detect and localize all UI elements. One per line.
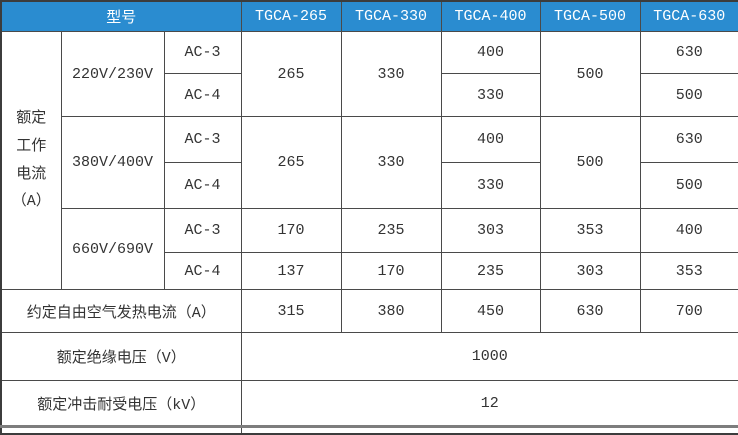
header-row: 型号 TGCA-265 TGCA-330 TGCA-400 TGCA-500 T…: [0, 0, 738, 32]
rated-current-label-cell: 额定 工作 电流 （A）: [0, 31, 62, 290]
current-class-cell: AC-4: [163, 162, 242, 209]
table-row: 660V/690V AC-3 170 235 303 353 400: [1, 208, 738, 290]
cutoff-cell: [0, 425, 242, 434]
current-value-cell: 630: [639, 31, 738, 74]
model-header-cell: 型号: [0, 0, 242, 32]
current-value-cell: 400: [639, 208, 738, 253]
table-row: 约定自由空气发热电流（A） 315 380 450 630 700: [0, 289, 738, 333]
model-column-header: TGCA-330: [340, 0, 442, 32]
current-value-cell: 500: [639, 162, 738, 209]
current-class-cell: AC-4: [163, 73, 242, 117]
current-value-cell: 330: [440, 162, 541, 209]
current-value-cell: 500: [539, 116, 641, 209]
current-value-cell: 170: [340, 252, 442, 290]
thermal-current-value-cell: 700: [639, 289, 738, 333]
insulation-voltage-label-cell: 额定绝缘电压（V）: [0, 332, 242, 381]
voltage-cell: 380V/400V: [60, 116, 165, 209]
current-value-cell: 303: [440, 208, 541, 253]
current-value-cell: 235: [340, 208, 442, 253]
current-class-cell: AC-3: [163, 208, 242, 253]
current-value-cell: 303: [539, 252, 641, 290]
model-column-header: TGCA-500: [539, 0, 641, 32]
table-row: 额定 工作 电流 （A） 220V/230V AC-3 265 330 400 …: [0, 31, 738, 290]
impulse-voltage-label-cell: 额定冲击耐受电压（kV）: [0, 380, 242, 427]
current-value-cell: 353: [639, 252, 738, 290]
table-row: 额定绝缘电压（V） 1000: [0, 332, 738, 381]
current-value-cell: 400: [440, 31, 541, 74]
current-value-cell: 137: [240, 252, 342, 290]
table-row: 额定冲击耐受电压（kV） 12: [0, 380, 738, 427]
model-column-header: TGCA-630: [639, 0, 738, 32]
current-class-cell: AC-4: [163, 252, 242, 290]
current-value-cell: 265: [240, 31, 342, 117]
current-class-cell: AC-3: [163, 116, 242, 163]
current-value-cell: 330: [440, 73, 541, 117]
current-value-cell: 235: [440, 252, 541, 290]
current-class-cell: AC-3: [163, 31, 242, 74]
voltage-cell: 220V/230V: [60, 31, 165, 117]
insulation-voltage-value-cell: 1000: [240, 332, 738, 381]
cutoff-row: [0, 425, 738, 434]
table-row: 380V/400V AC-3 265 330 400 500 630: [1, 116, 738, 209]
model-column-header: TGCA-400: [440, 0, 541, 32]
thermal-current-value-cell: 630: [539, 289, 641, 333]
current-value-cell: 630: [639, 116, 738, 163]
thermal-current-value-cell: 380: [340, 289, 442, 333]
current-value-cell: 500: [539, 31, 641, 117]
current-value-cell: 500: [639, 73, 738, 117]
current-value-cell: 400: [440, 116, 541, 163]
current-value-cell: 265: [240, 116, 342, 209]
voltage-cell: 660V/690V: [60, 208, 165, 290]
model-column-header: TGCA-265: [240, 0, 342, 32]
thermal-current-label-cell: 约定自由空气发热电流（A）: [0, 289, 242, 333]
current-value-cell: 353: [539, 208, 641, 253]
thermal-current-value-cell: 450: [440, 289, 541, 333]
impulse-voltage-value-cell: 12: [240, 380, 738, 427]
cutoff-cell: [240, 425, 738, 434]
current-value-cell: 330: [340, 31, 442, 117]
current-value-cell: 170: [240, 208, 342, 253]
thermal-current-value-cell: 315: [240, 289, 342, 333]
current-value-cell: 330: [340, 116, 442, 209]
